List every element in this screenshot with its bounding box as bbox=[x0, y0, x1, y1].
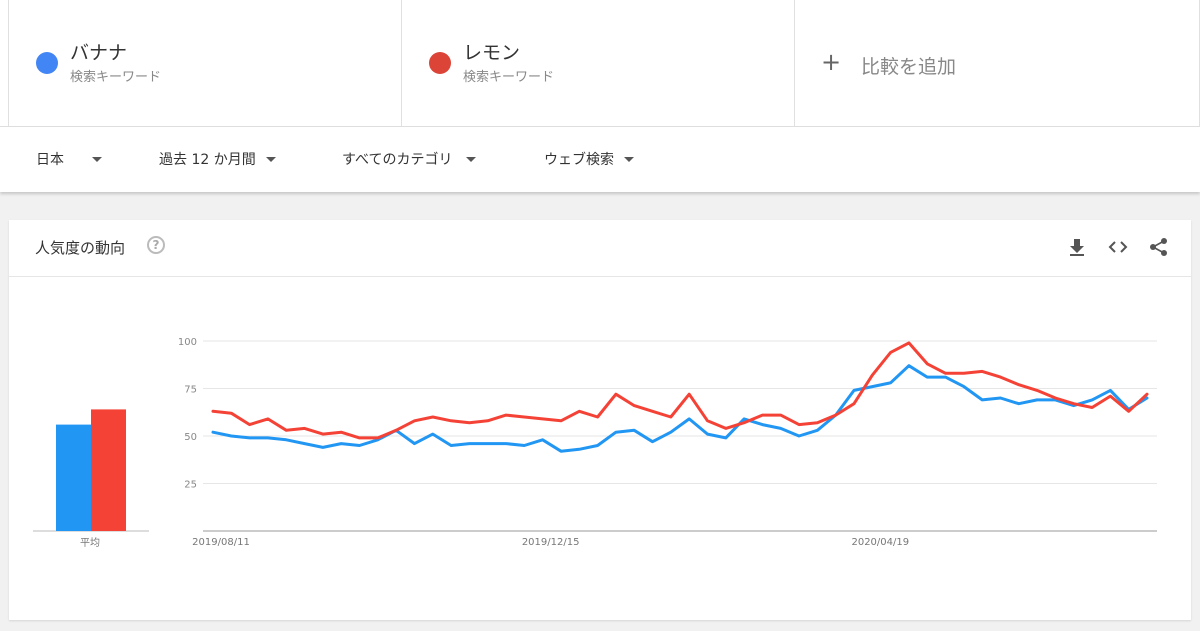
series-lines bbox=[211, 341, 1149, 453]
term-subtitle: 検索キーワード bbox=[463, 70, 555, 85]
add-comparison-button[interactable]: + 比較を追加 bbox=[794, 0, 1200, 126]
download-icon[interactable] bbox=[1066, 236, 1088, 258]
region-label: 日本 bbox=[36, 152, 64, 168]
card-header: 人気度の動向 ? bbox=[9, 220, 1191, 277]
region-dropdown[interactable]: 日本 bbox=[36, 149, 102, 169]
search-type-dropdown[interactable]: ウェブ検索 bbox=[544, 149, 634, 169]
plus-icon: + bbox=[821, 48, 842, 76]
average-bar-lemon bbox=[91, 409, 126, 531]
series-line-banana bbox=[211, 364, 1149, 453]
search-type-label: ウェブ検索 bbox=[544, 152, 614, 168]
embed-icon[interactable] bbox=[1107, 236, 1129, 258]
chevron-down-icon bbox=[466, 156, 477, 162]
term-color-dot bbox=[429, 52, 451, 74]
chevron-down-icon bbox=[265, 156, 276, 162]
interest-over-time-card: 人気度の動向 ? 平均 25 50 75 100 2019/08/11 2019/12/… bbox=[9, 220, 1191, 620]
x-tick-label: 2020/04/19 bbox=[851, 537, 909, 548]
card-title: 人気度の動向 bbox=[35, 239, 126, 257]
category-dropdown[interactable]: すべてのカテゴリ bbox=[342, 149, 477, 169]
term-subtitle: 検索キーワード bbox=[70, 70, 162, 85]
trend-chart: 平均 25 50 75 100 2019/08/11 2019/12/15 2020/04… bbox=[33, 337, 1157, 549]
average-bars-panel: 平均 bbox=[33, 409, 149, 549]
period-label: 過去 12 か月間 bbox=[159, 152, 256, 168]
term-name: レモン bbox=[463, 42, 521, 64]
search-terms-bar: バナナ 検索キーワード レモン 検索キーワード + 比較を追加 bbox=[0, 0, 1200, 127]
period-dropdown[interactable]: 過去 12 か月間 bbox=[159, 149, 276, 169]
chevron-down-icon bbox=[92, 156, 102, 162]
x-tick-label: 2019/12/15 bbox=[522, 537, 580, 548]
y-tick-label: 25 bbox=[184, 480, 197, 491]
share-icon[interactable] bbox=[1148, 236, 1170, 258]
y-tick-label: 100 bbox=[178, 337, 197, 348]
y-tick-label: 50 bbox=[184, 432, 197, 443]
average-label: 平均 bbox=[80, 537, 100, 549]
term-name: バナナ bbox=[70, 42, 128, 64]
category-label: すべてのカテゴリ bbox=[342, 152, 453, 168]
y-tick-label: 75 bbox=[184, 385, 197, 396]
add-comparison-label: 比較を追加 bbox=[861, 56, 957, 78]
filter-bar: 日本 過去 12 か月間 すべてのカテゴリ ウェブ検索 bbox=[0, 127, 1200, 192]
average-bar-banana bbox=[56, 424, 91, 531]
x-axis-ticks: 2019/08/11 2019/12/15 2020/04/19 bbox=[192, 537, 909, 548]
series-line-lemon bbox=[211, 341, 1149, 440]
term-color-dot bbox=[36, 52, 58, 74]
term-card-lemon[interactable]: レモン 検索キーワード bbox=[401, 0, 794, 126]
y-axis-ticks: 25 50 75 100 bbox=[178, 337, 197, 491]
help-icon[interactable]: ? bbox=[147, 236, 165, 254]
chart-grid bbox=[203, 340, 1157, 532]
term-card-banana[interactable]: バナナ 検索キーワード bbox=[8, 0, 401, 126]
chevron-down-icon bbox=[624, 156, 634, 162]
x-tick-label: 2019/08/11 bbox=[192, 537, 250, 548]
